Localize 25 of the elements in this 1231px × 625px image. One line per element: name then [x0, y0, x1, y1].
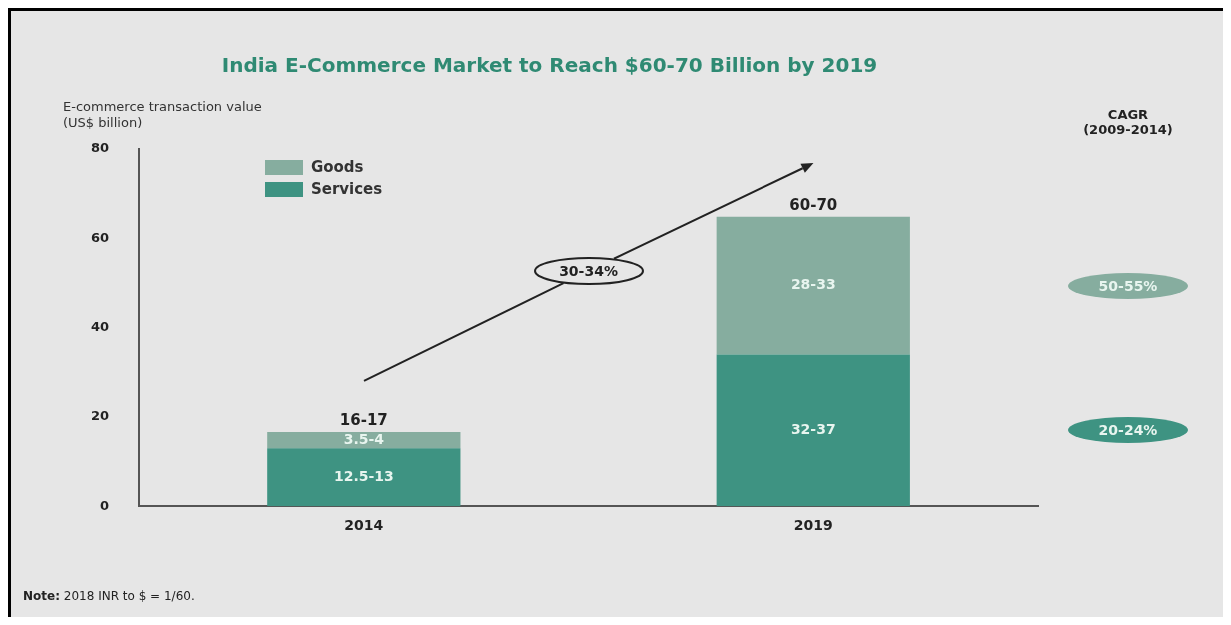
- bar: [716, 216, 910, 355]
- y-tick-label: 60: [91, 229, 110, 245]
- y-axis-title: E-commerce transaction value (US$ billion): [63, 99, 262, 130]
- y-tick-label: 80: [91, 140, 110, 156]
- bar: [267, 432, 461, 449]
- text: 50-55%: [1068, 272, 1188, 299]
- legend-label: Services: [310, 180, 383, 199]
- bar: [267, 448, 461, 507]
- text: 20-24%: [1068, 417, 1188, 444]
- x-tick-label: 2019: [793, 517, 833, 534]
- legend-label: Goods: [310, 158, 364, 177]
- data-label: 3.5-4: [343, 430, 385, 447]
- data-label: 12.5-13: [333, 467, 394, 484]
- chart-title: India E-Commerce Market to Reach $60-70 Billion by 2019: [221, 53, 878, 78]
- total-label: 16-17: [339, 411, 388, 430]
- y-tick-label: 20: [91, 408, 110, 424]
- x-tick-label: 2014: [344, 517, 384, 534]
- text: CAGR (2009-2014): [1082, 107, 1174, 137]
- y-tick-label: 0: [100, 497, 110, 513]
- y-tick-label: 40: [91, 318, 110, 334]
- bar: [716, 354, 910, 507]
- data-label: 28-33: [790, 276, 836, 293]
- total-label: 60-70: [789, 196, 838, 215]
- data-label: 32-37: [790, 420, 836, 437]
- text: Note: 2018 INR to $ = 1/60.: [23, 589, 195, 603]
